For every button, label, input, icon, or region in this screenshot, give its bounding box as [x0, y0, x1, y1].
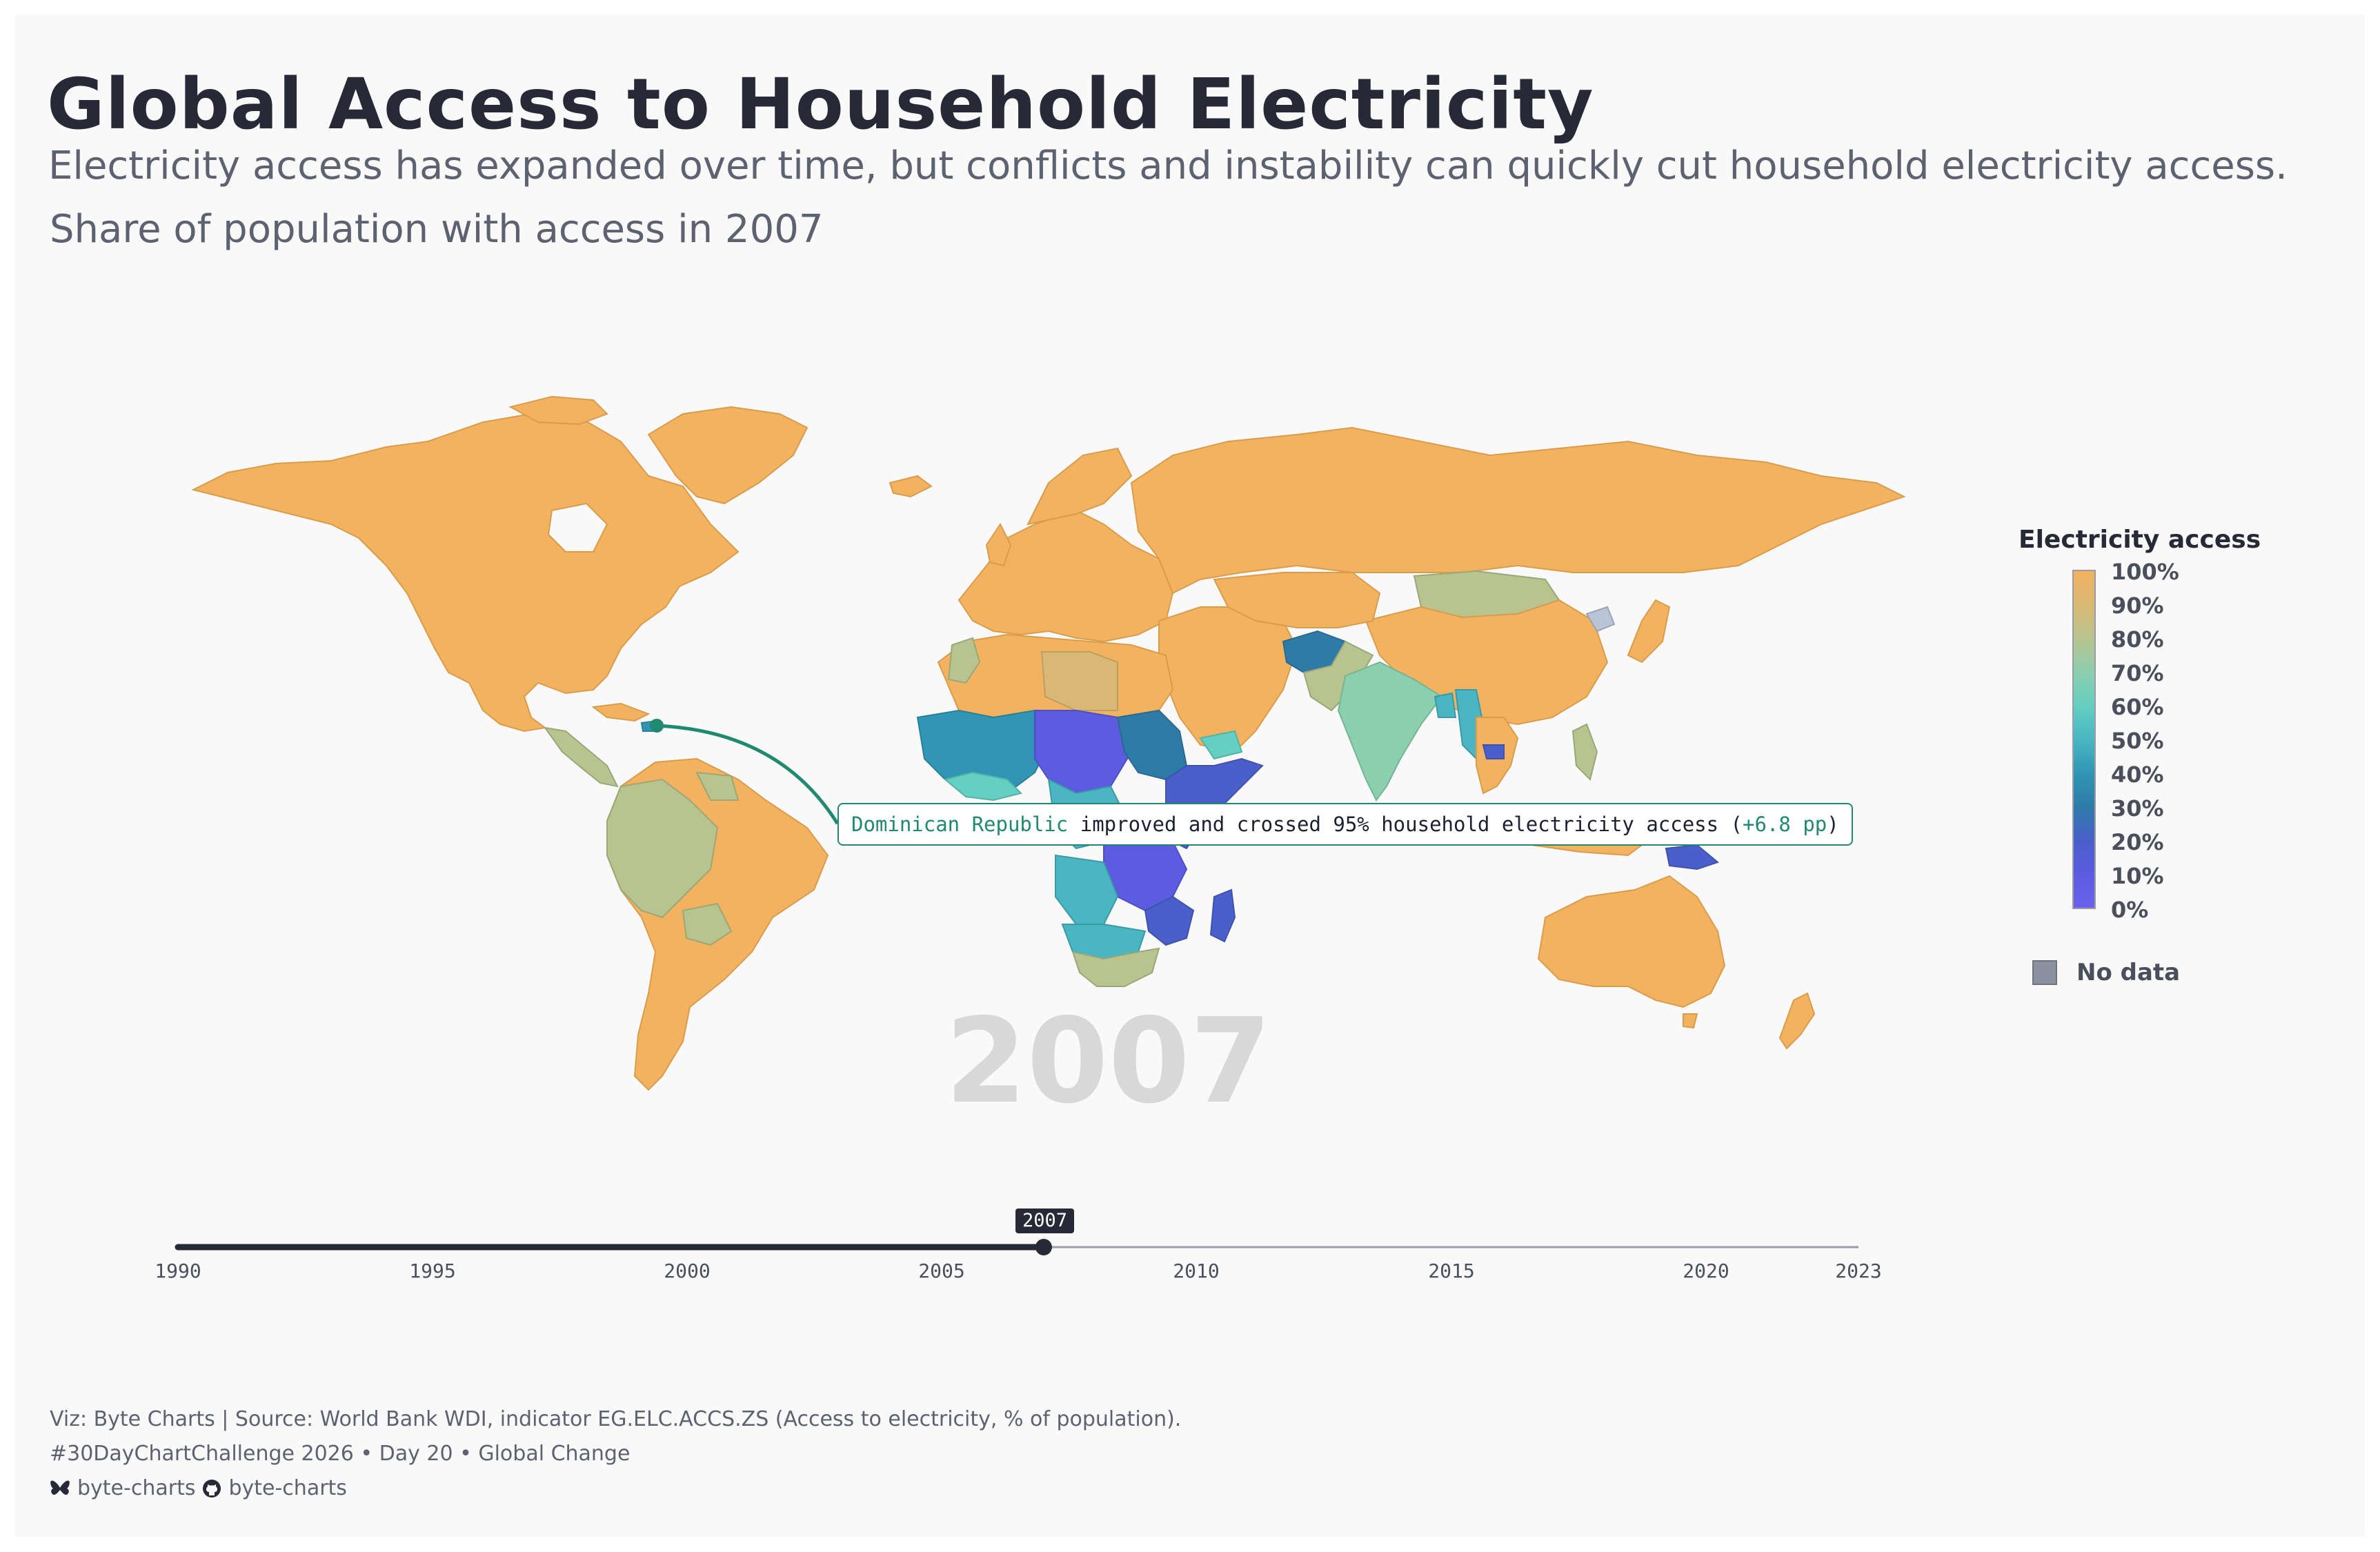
slider-current-year-badge: 2007	[1015, 1208, 1075, 1233]
region-cambodia[interactable]	[1482, 744, 1505, 759]
region-philippines[interactable]	[1571, 723, 1598, 781]
github-icon	[203, 1479, 221, 1498]
region-guyanas[interactable]	[695, 771, 740, 801]
region-scandinavia[interactable]	[1027, 447, 1133, 526]
region-south-africa[interactable]	[1071, 947, 1160, 987]
year-watermark: 2007	[945, 993, 1272, 1130]
region-greenland[interactable]	[647, 406, 809, 505]
page-title: Global Access to Household Electricity	[47, 63, 1594, 146]
legend-tick: 40%	[2111, 762, 2164, 788]
region-india[interactable]	[1337, 661, 1443, 802]
region-russia[interactable]	[1130, 426, 1906, 595]
region-europe[interactable]	[958, 509, 1174, 643]
callout-delta: +6.8 pp	[1743, 813, 1827, 836]
slider-tick-label[interactable]: 2015	[1428, 1260, 1475, 1282]
region-andes[interactable]	[606, 778, 719, 919]
region-southern-africa-east[interactable]	[1144, 895, 1195, 946]
slider-tick-label[interactable]: 2005	[918, 1260, 965, 1282]
page-subtitle: Electricity access has expanded over tim…	[48, 143, 2288, 188]
region-central-america[interactable]	[543, 726, 619, 788]
slider-tick-label[interactable]: 2023	[1835, 1260, 1882, 1282]
slider-tick-label[interactable]: 1990	[155, 1260, 201, 1282]
region-sudan[interactable]	[1116, 709, 1188, 781]
region-middle-east[interactable]	[1158, 606, 1298, 753]
footer-source: Viz: Byte Charts | Source: World Bank WD…	[50, 1407, 1182, 1431]
region-west-africa-sahel[interactable]	[916, 709, 1050, 794]
region-north-korea[interactable]	[1585, 606, 1616, 633]
region-north-america[interactable]	[191, 412, 740, 733]
legend-tick: 70%	[2111, 660, 2164, 686]
legend-title: Electricity access	[2019, 526, 2261, 554]
region-libya[interactable]	[1040, 651, 1118, 711]
region-gulf-of-guinea[interactable]	[943, 771, 1022, 802]
region-japan[interactable]	[1627, 599, 1671, 664]
legend-tick: 80%	[2111, 626, 2164, 653]
annotation-callout: Dominican Republic improved and crossed …	[837, 803, 1853, 846]
region-bolivia[interactable]	[682, 902, 733, 946]
footer-social: byte-charts byte-charts	[50, 1476, 347, 1500]
legend-tick: 90%	[2111, 593, 2164, 619]
no-data-swatch	[2032, 960, 2057, 985]
slider-tick-label[interactable]: 2010	[1173, 1260, 1220, 1282]
region-hudson-bay	[547, 502, 608, 553]
slider-tick-label[interactable]: 1995	[409, 1260, 456, 1282]
callout-leader-line	[656, 724, 840, 825]
region-papua-new-guinea[interactable]	[1665, 844, 1720, 870]
slider-handle[interactable]	[1035, 1239, 1052, 1255]
region-yemen-somalia-coast[interactable]	[1199, 730, 1243, 760]
region-morocco[interactable]	[947, 637, 981, 684]
slider-tick-label[interactable]: 2020	[1683, 1260, 1729, 1282]
slider-tick-label[interactable]: 2000	[664, 1260, 711, 1282]
region-uk[interactable]	[985, 523, 1012, 567]
region-central-asia[interactable]	[1213, 572, 1381, 628]
region-australia[interactable]	[1537, 875, 1726, 1008]
region-canadian-arctic[interactable]	[508, 395, 608, 426]
legend-tick: 0%	[2111, 897, 2149, 923]
period-label: Share of population with access in 2007	[50, 207, 824, 252]
legend-tick: 60%	[2111, 694, 2164, 720]
region-iceland[interactable]	[889, 475, 933, 498]
callout-marker[interactable]	[650, 719, 664, 733]
legend-tick: 50%	[2111, 728, 2164, 754]
region-bangladesh[interactable]	[1434, 692, 1457, 718]
region-madagascar[interactable]	[1209, 888, 1236, 943]
bluesky-icon	[50, 1480, 70, 1495]
region-cuba[interactable]	[591, 702, 651, 722]
legend-tick: 20%	[2111, 829, 2164, 855]
footer-challenge: #30DayChartChallenge 2026 • Day 20 • Glo…	[50, 1442, 631, 1466]
bluesky-handle[interactable]: byte-charts	[77, 1476, 196, 1500]
callout-country: Dominican Republic	[851, 813, 1069, 836]
region-new-zealand[interactable]	[1778, 992, 1816, 1050]
legend-tick: 30%	[2111, 795, 2164, 822]
callout-close: )	[1827, 813, 1839, 836]
no-data-label: No data	[2076, 959, 2181, 986]
legend-tick: 10%	[2111, 863, 2164, 889]
region-tasmania[interactable]	[1683, 1013, 1698, 1029]
legend-tick: 100%	[2111, 559, 2179, 585]
github-handle[interactable]: byte-charts	[228, 1476, 347, 1500]
legend-color-ramp	[2072, 570, 2096, 909]
callout-text: improved and crossed 95% household elect…	[1068, 813, 1743, 836]
